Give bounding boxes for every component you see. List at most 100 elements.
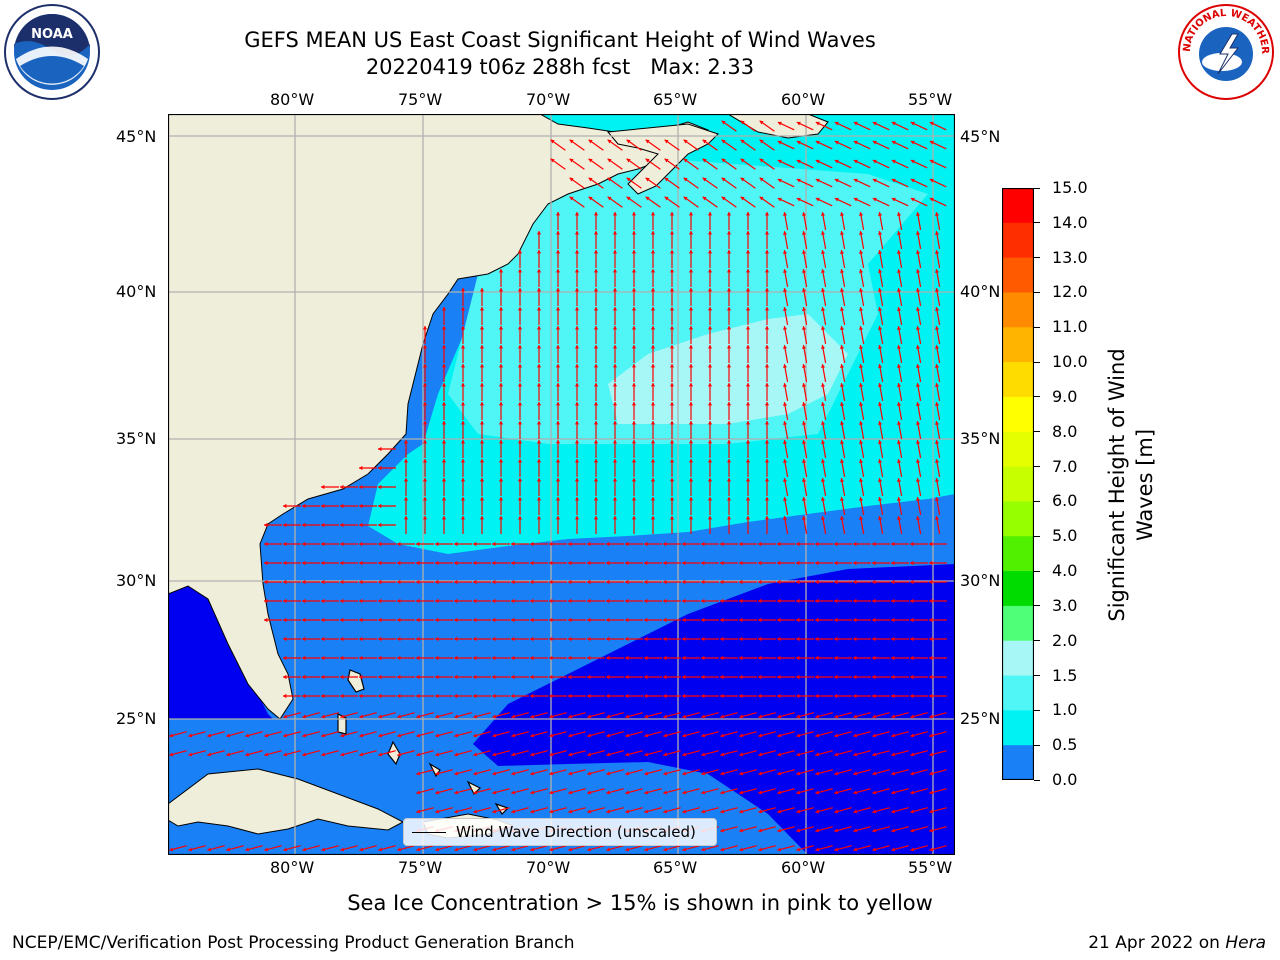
- wind-arrow-head: [783, 421, 788, 425]
- wind-arrow-head: [460, 497, 466, 501]
- wind-arrow-head: [739, 752, 744, 757]
- wind-arrow-head: [555, 250, 561, 254]
- wind-arrow-head: [891, 714, 896, 719]
- wind-arrow-head: [783, 345, 788, 349]
- wind-arrow-head: [454, 752, 459, 757]
- wind-arrow-head: [536, 402, 542, 406]
- wind-arrow-head: [441, 307, 447, 311]
- wind-arrow-head: [739, 541, 743, 547]
- wind-arrow-head: [682, 636, 686, 642]
- wind-arrow-head: [264, 847, 269, 852]
- wind-arrow-head: [758, 790, 763, 795]
- wind-arrow-head: [897, 231, 902, 235]
- wind-arrow-head: [574, 345, 580, 349]
- wind-arrow-head: [688, 364, 694, 368]
- wind-arrow-head: [321, 655, 325, 661]
- wind-arrow-head: [929, 828, 934, 833]
- wind-arrow-head: [460, 402, 466, 406]
- wind-arrow-head: [492, 655, 496, 661]
- wind-arrow-head: [574, 383, 580, 387]
- wind-arrow-head: [530, 579, 534, 585]
- wind-arrow-head: [530, 636, 534, 642]
- wind-arrow-head: [492, 752, 497, 757]
- wind-arrow-head: [783, 250, 788, 254]
- wind-arrow-head: [454, 617, 458, 623]
- colorbar-segment: [1002, 327, 1034, 363]
- wind-arrow-head: [568, 693, 572, 699]
- wind-arrow-head: [479, 497, 485, 501]
- colorbar-tick-label: 15.0: [1052, 178, 1088, 197]
- colorbar-title: Significant Height of Wind Waves [m]: [1100, 335, 1160, 635]
- wind-arrow-head: [536, 250, 542, 254]
- wind-arrow-head: [517, 459, 523, 463]
- wind-arrow-head: [169, 847, 174, 852]
- wind-arrow-head: [764, 402, 770, 406]
- wind-arrow-head: [283, 503, 287, 509]
- wind-arrow-head: [834, 828, 839, 833]
- wind-arrow-head: [625, 771, 630, 776]
- wind-arrow-head: [549, 579, 553, 585]
- wind-arrow-head: [840, 383, 845, 387]
- wind-arrow-head: [720, 579, 724, 585]
- wind-arrow-head: [726, 459, 732, 463]
- wind-arrow-head: [555, 231, 561, 235]
- wind-arrow-head: [891, 598, 895, 604]
- wind-arrow-head: [910, 714, 915, 719]
- wind-arrow-head: [593, 459, 599, 463]
- wind-arrow-head: [910, 847, 915, 852]
- wind-arrow-head: [378, 541, 382, 547]
- wind-arrow-head: [777, 733, 782, 738]
- wind-arrow-head: [935, 478, 940, 482]
- wind-arrow-head: [473, 617, 477, 623]
- wind-arrow-head: [644, 617, 648, 623]
- wind-arrow-head: [631, 478, 637, 482]
- wind-arrow-head: [302, 617, 306, 623]
- wind-arrow-head: [897, 250, 902, 254]
- wind-arrow-head: [492, 693, 496, 699]
- wind-arrow-head: [859, 402, 864, 406]
- wind-arrow-head: [878, 459, 883, 463]
- wind-arrow-head: [340, 714, 345, 719]
- colorbar-segment: [1002, 675, 1034, 711]
- wind-arrow-head: [555, 421, 561, 425]
- wind-arrow-head: [479, 459, 485, 463]
- wind-arrow-head: [853, 598, 857, 604]
- wind-arrow-head: [441, 497, 447, 501]
- wind-arrow-head: [226, 752, 231, 757]
- wind-arrow-head: [758, 655, 762, 661]
- wind-arrow-head: [378, 522, 382, 528]
- wind-arrow-head: [815, 121, 820, 126]
- wind-arrow-head: [359, 733, 364, 738]
- wind-arrow-head: [650, 212, 656, 216]
- map-panel: [167, 113, 956, 856]
- wind-arrow-head: [625, 674, 629, 680]
- wind-arrow-head: [517, 288, 523, 292]
- wind-arrow-head: [644, 560, 648, 566]
- wind-arrow-head: [815, 140, 820, 145]
- wind-arrow-head: [264, 733, 269, 738]
- wind-arrow-head: [587, 541, 591, 547]
- wind-arrow-head: [536, 421, 542, 425]
- wind-arrow-head: [188, 752, 193, 757]
- lat-label-right: 35°N: [960, 429, 1001, 448]
- wind-arrow-head: [663, 617, 667, 623]
- wind-arrow-head: [859, 497, 864, 501]
- wind-arrow-head: [720, 828, 725, 833]
- wind-arrow-head: [726, 212, 732, 216]
- wind-arrow-head: [821, 307, 826, 311]
- lon-label-bottom: 60°W: [781, 858, 826, 877]
- wind-arrow-head: [631, 250, 637, 254]
- wind-arrow-head: [834, 598, 838, 604]
- wind-arrow-head: [631, 383, 637, 387]
- wind-arrow-head: [650, 307, 656, 311]
- wind-arrow-head: [891, 733, 896, 738]
- wind-arrow-head: [815, 617, 819, 623]
- wind-arrow-head: [302, 541, 306, 547]
- wind-arrow-head: [682, 674, 686, 680]
- wind-arrow-head: [397, 655, 401, 661]
- svg-text:NOAA: NOAA: [31, 27, 73, 42]
- wind-arrow-head: [777, 752, 782, 757]
- wind-arrow-head: [802, 288, 807, 292]
- wind-arrow-head: [821, 421, 826, 425]
- wind-arrow-head: [663, 560, 667, 566]
